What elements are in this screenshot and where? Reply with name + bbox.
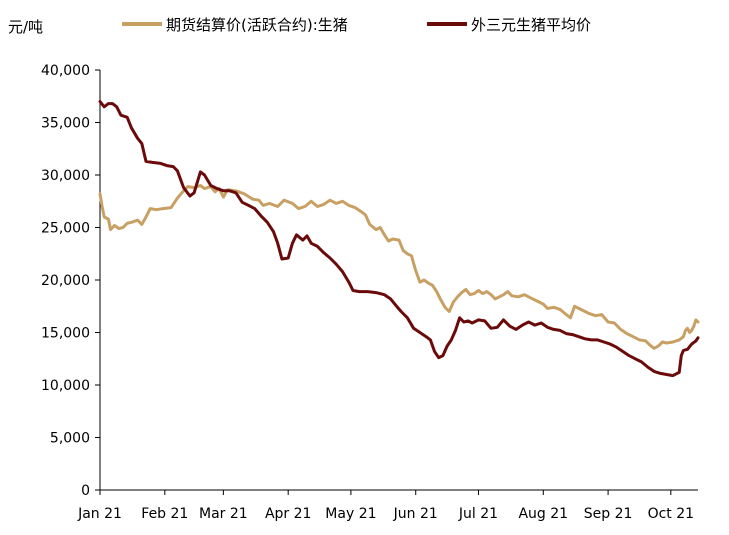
x-tick-label: Mar 21: [199, 506, 248, 522]
y-axis-unit-label: 元/吨: [8, 18, 43, 36]
series-layer: [98, 100, 700, 378]
y-tick-label: 5,000: [50, 431, 90, 447]
y-tick-label: 35,000: [41, 116, 90, 132]
x-tick-label: Sep 21: [584, 506, 633, 522]
x-axis: Jan 21 Feb 21 Mar 21 Apr 21 May 21 Jun 21 Jul …: [77, 489, 698, 522]
x-tick-label: May 21: [325, 506, 376, 522]
legend-label-spot: 外三元生猪平均价: [471, 16, 591, 34]
y-tick-label: 25,000: [41, 221, 90, 237]
x-tick-label: Feb 21: [141, 506, 188, 522]
y-tick-label: 15,000: [41, 326, 90, 342]
legend: 期货结算价(活跃合约):生猪 外三元生猪平均价: [122, 16, 591, 34]
y-tick-label: 10,000: [41, 378, 90, 394]
x-tick-label: Jun 21: [393, 506, 438, 522]
series-line-futures: [98, 184, 700, 350]
y-tick-label: 40,000: [41, 63, 90, 79]
y-tick-label: 30,000: [41, 168, 90, 184]
y-axis: 0 5,000 10,000 15,000 20,000 25,000 30,000 35,0…: [41, 63, 101, 499]
y-tick-label: 20,000: [41, 273, 90, 289]
legend-label-futures: 期货结算价(活跃合约):生猪: [166, 16, 348, 34]
x-tick-label: Aug 21: [518, 506, 568, 522]
y-tick-label: 0: [81, 483, 90, 499]
x-tick-label: Apr 21: [265, 506, 311, 522]
series-line-spot: [98, 100, 700, 378]
x-tick-label: Oct 21: [648, 506, 694, 522]
x-tick-label: Jul 21: [458, 506, 498, 522]
x-tick-label: Jan 21: [77, 506, 122, 522]
